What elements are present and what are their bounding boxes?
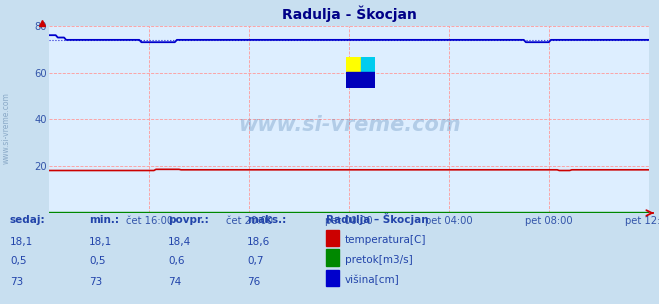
Text: 0,7: 0,7: [247, 257, 264, 267]
Text: Radulja – Škocjan: Radulja – Škocjan: [326, 213, 429, 226]
Text: višina[cm]: višina[cm]: [345, 275, 399, 285]
Bar: [346, 57, 360, 72]
Text: povpr.:: povpr.:: [168, 216, 209, 226]
Text: 18,1: 18,1: [10, 237, 33, 247]
Text: 0,5: 0,5: [10, 257, 26, 267]
Text: www.si-vreme.com: www.si-vreme.com: [2, 92, 11, 164]
Text: 0,5: 0,5: [89, 257, 105, 267]
Text: maks.:: maks.:: [247, 216, 287, 226]
Bar: [360, 57, 375, 72]
Text: 74: 74: [168, 277, 181, 287]
Text: 76: 76: [247, 277, 260, 287]
Text: 73: 73: [89, 277, 102, 287]
Text: www.si-vreme.com: www.si-vreme.com: [238, 115, 461, 135]
Bar: [346, 72, 360, 88]
Text: 18,6: 18,6: [247, 237, 270, 247]
Text: 18,1: 18,1: [89, 237, 112, 247]
Text: temperatura[C]: temperatura[C]: [345, 235, 426, 245]
Title: Radulja - Škocjan: Radulja - Škocjan: [282, 5, 416, 22]
Bar: [360, 72, 375, 88]
Text: 18,4: 18,4: [168, 237, 191, 247]
Text: min.:: min.:: [89, 216, 119, 226]
Text: 0,6: 0,6: [168, 257, 185, 267]
Text: pretok[m3/s]: pretok[m3/s]: [345, 255, 413, 265]
Text: sedaj:: sedaj:: [10, 216, 45, 226]
Text: 73: 73: [10, 277, 23, 287]
